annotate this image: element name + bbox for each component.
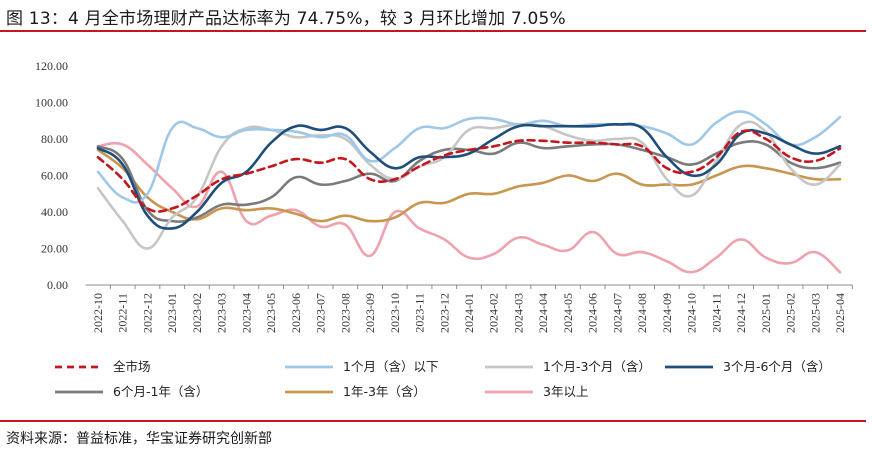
x-tick-label: 2022-10 bbox=[91, 293, 105, 333]
x-tick-label: 2022-11 bbox=[116, 293, 130, 333]
bottom-divider bbox=[0, 420, 866, 422]
x-tick-label: 2023-07 bbox=[314, 293, 328, 333]
x-tick-label: 2022-12 bbox=[140, 293, 154, 333]
x-tick-label: 2024-06 bbox=[586, 293, 600, 333]
x-tick-label: 2024-07 bbox=[610, 293, 624, 333]
legend-label-1: 1个月（含）以下 bbox=[343, 359, 438, 374]
legend-label-5: 1年-3年（含） bbox=[343, 384, 426, 399]
x-tick-label: 2025-03 bbox=[808, 293, 822, 333]
y-tick-label: 80.00 bbox=[41, 132, 68, 146]
y-tick-label: 20.00 bbox=[41, 242, 68, 256]
series-line-1 bbox=[96, 110, 842, 204]
legend-label-4: 6个月-1年（含） bbox=[113, 384, 208, 399]
chart-title: 图 13：4 月全市场理财产品达标率为 74.75%，较 3 月环比增加 7.0… bbox=[6, 9, 566, 29]
x-tick-label: 2024-11 bbox=[709, 293, 723, 333]
series-line-5 bbox=[96, 148, 842, 223]
top-divider bbox=[0, 30, 866, 32]
x-tick-label: 2024-01 bbox=[462, 293, 476, 333]
legend-label-2: 1个月-3个月（含） bbox=[543, 359, 651, 374]
legend: 全市场 1个月（含）以下 1个月-3个月（含） 3个月-6个月（含） 6个月-1年（含）… bbox=[55, 359, 831, 399]
x-tick-label: 2023-08 bbox=[338, 293, 352, 333]
x-tick-label: 2024-03 bbox=[511, 293, 525, 333]
x-tick-label: 2023-06 bbox=[289, 293, 303, 333]
series-line-6 bbox=[96, 141, 842, 274]
x-tick-label: 2025-02 bbox=[784, 293, 798, 333]
line-chart: 0.00 20.00 40.00 60.00 80.00 100.00 120.00 202… bbox=[35, 59, 853, 399]
x-tick-label: 2023-04 bbox=[239, 293, 253, 333]
x-tick-label: 2023-02 bbox=[190, 293, 204, 333]
x-tick-label: 2023-05 bbox=[264, 293, 278, 333]
legend-label-3: 3个月-6个月（含） bbox=[723, 359, 831, 374]
y-tick-label: 60.00 bbox=[41, 169, 68, 183]
y-tick-label: 40.00 bbox=[41, 205, 68, 219]
series-line-2 bbox=[96, 120, 842, 250]
x-tick-label: 2025-04 bbox=[833, 293, 847, 333]
y-tick-label: 120.00 bbox=[35, 59, 68, 73]
x-tick-label: 2024-10 bbox=[685, 293, 699, 333]
x-tick-label: 2024-08 bbox=[635, 293, 649, 333]
y-tick-label: 0.00 bbox=[47, 278, 68, 292]
x-tick-label: 2023-11 bbox=[413, 293, 427, 333]
legend-label-0: 全市场 bbox=[113, 359, 151, 374]
series-line-0 bbox=[96, 129, 842, 213]
x-tick-label: 2023-01 bbox=[165, 293, 179, 333]
x-tick-label: 2023-03 bbox=[215, 293, 229, 333]
x-axis: 2022-10 2022-11 2022-12 2023-01 2023-02 2023-… bbox=[85, 284, 853, 333]
x-tick-label: 2023-09 bbox=[363, 293, 377, 333]
x-tick-label: 2024-09 bbox=[660, 293, 674, 333]
y-axis: 0.00 20.00 40.00 60.00 80.00 100.00 120.00 bbox=[35, 59, 68, 292]
x-tick-label: 2025-01 bbox=[759, 293, 773, 333]
x-tick-label: 2024-04 bbox=[536, 293, 550, 333]
x-tick-label: 2024-12 bbox=[734, 293, 748, 333]
source-note: 资料来源：普益标准，华宝证券研究创新部 bbox=[6, 431, 272, 447]
legend-label-6: 3年以上 bbox=[543, 384, 588, 399]
x-tick-label: 2024-02 bbox=[487, 293, 501, 333]
series-lines bbox=[96, 110, 842, 274]
x-tick-label: 2023-12 bbox=[437, 293, 451, 333]
x-tick-label: 2023-10 bbox=[388, 293, 402, 333]
x-tick-label: 2024-05 bbox=[561, 293, 575, 333]
series-line-3 bbox=[96, 122, 842, 230]
y-tick-label: 100.00 bbox=[35, 96, 68, 110]
